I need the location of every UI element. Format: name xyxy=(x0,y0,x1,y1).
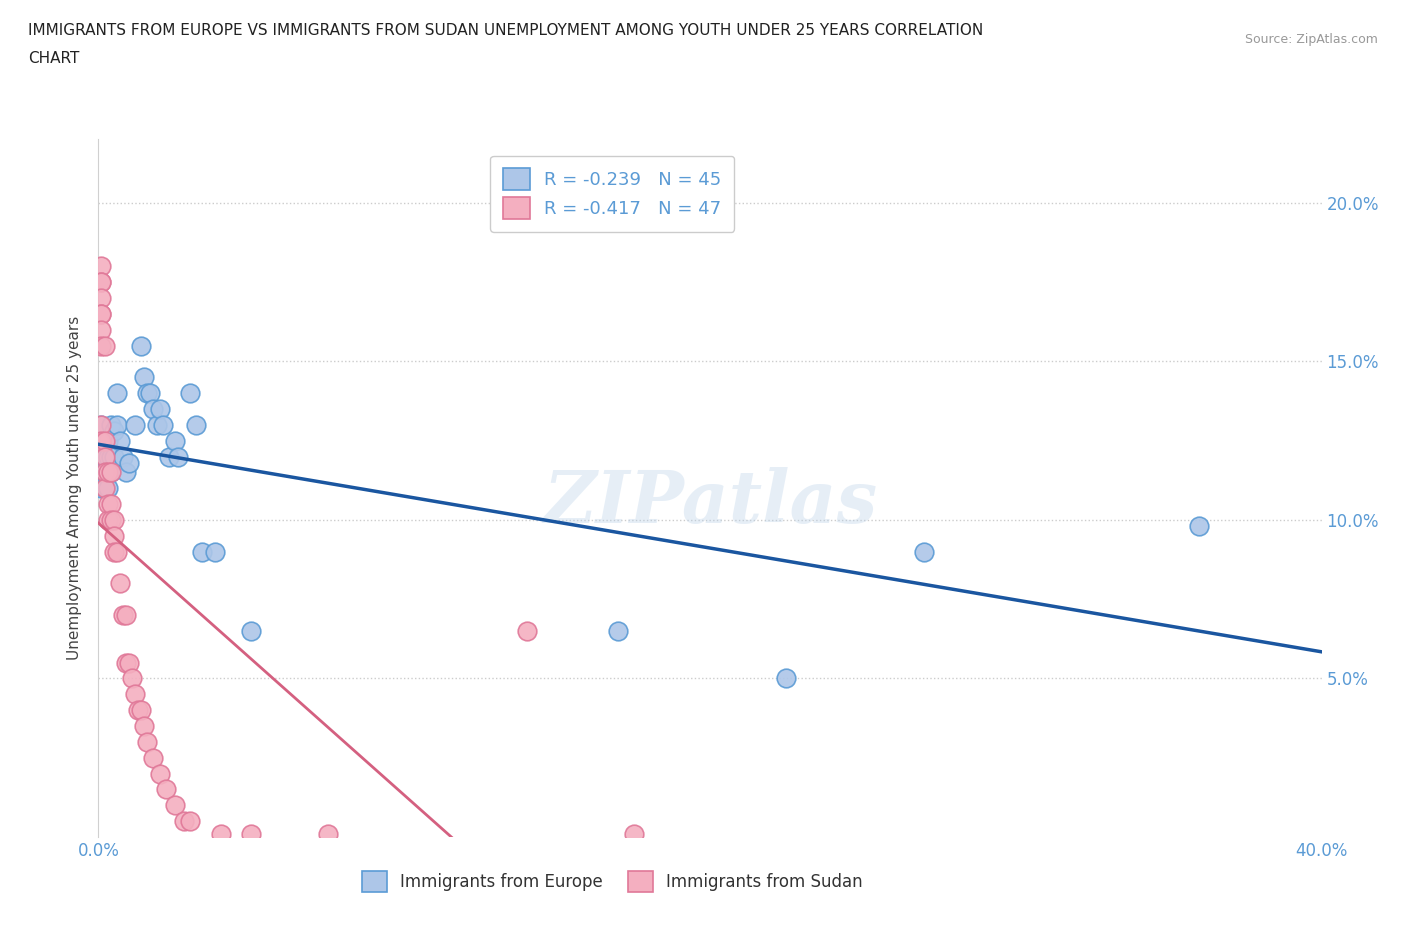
Point xyxy=(136,735,159,750)
Point xyxy=(129,339,152,353)
Point xyxy=(90,274,112,289)
Point xyxy=(97,433,120,448)
Point xyxy=(105,418,128,432)
Point xyxy=(179,386,201,401)
Point xyxy=(93,481,115,496)
Point xyxy=(124,687,146,702)
Point xyxy=(100,497,122,512)
Point xyxy=(124,418,146,432)
Text: Source: ZipAtlas.com: Source: ZipAtlas.com xyxy=(1244,33,1378,46)
Point xyxy=(118,456,141,471)
Point xyxy=(93,449,115,464)
Point xyxy=(316,827,339,842)
Point xyxy=(240,623,263,638)
Point xyxy=(97,465,120,480)
Point xyxy=(93,433,115,448)
Text: CHART: CHART xyxy=(28,51,80,66)
Point xyxy=(90,306,112,321)
Point xyxy=(173,814,195,829)
Point xyxy=(134,370,156,385)
Point xyxy=(167,449,190,464)
Point xyxy=(93,465,115,480)
Legend: Immigrants from Europe, Immigrants from Sudan: Immigrants from Europe, Immigrants from … xyxy=(354,865,869,898)
Point xyxy=(93,465,115,480)
Point xyxy=(623,827,645,842)
Point xyxy=(93,449,115,464)
Point xyxy=(90,274,112,289)
Y-axis label: Unemployment Among Youth under 25 years: Unemployment Among Youth under 25 years xyxy=(67,316,83,660)
Point xyxy=(97,497,120,512)
Point xyxy=(115,607,138,622)
Point xyxy=(516,623,538,638)
Point xyxy=(155,782,177,797)
Point xyxy=(240,827,263,842)
Point xyxy=(90,449,112,464)
Point xyxy=(90,418,112,432)
Point xyxy=(115,465,138,480)
Point xyxy=(134,719,156,734)
Point xyxy=(139,386,162,401)
Point xyxy=(93,433,115,448)
Point xyxy=(90,306,112,321)
Point xyxy=(127,703,149,718)
Point xyxy=(108,433,131,448)
Point xyxy=(93,481,115,496)
Point xyxy=(191,544,214,559)
Text: IMMIGRANTS FROM EUROPE VS IMMIGRANTS FROM SUDAN UNEMPLOYMENT AMONG YOUTH UNDER 2: IMMIGRANTS FROM EUROPE VS IMMIGRANTS FRO… xyxy=(28,23,983,38)
Point xyxy=(100,465,122,480)
Point xyxy=(912,544,935,559)
Point xyxy=(90,323,112,338)
Point xyxy=(103,512,125,527)
Point xyxy=(100,449,122,464)
Point xyxy=(90,481,112,496)
Point xyxy=(97,449,120,464)
Point xyxy=(100,418,122,432)
Point xyxy=(121,671,143,686)
Point xyxy=(103,528,125,543)
Point xyxy=(209,827,232,842)
Point xyxy=(115,655,138,670)
Point xyxy=(100,465,122,480)
Point xyxy=(108,576,131,591)
Point xyxy=(204,544,226,559)
Point xyxy=(163,433,186,448)
Point xyxy=(90,418,112,432)
Point xyxy=(152,418,174,432)
Point xyxy=(105,386,128,401)
Point xyxy=(90,433,112,448)
Point xyxy=(142,751,165,765)
Point xyxy=(97,512,120,527)
Point xyxy=(157,449,180,464)
Point xyxy=(100,512,122,527)
Point xyxy=(118,655,141,670)
Point xyxy=(93,339,115,353)
Point xyxy=(163,798,186,813)
Point xyxy=(179,814,201,829)
Point xyxy=(103,449,125,464)
Point xyxy=(142,402,165,417)
Point xyxy=(607,623,630,638)
Point xyxy=(103,424,125,439)
Point xyxy=(136,386,159,401)
Point xyxy=(111,449,134,464)
Point xyxy=(129,703,152,718)
Point xyxy=(90,290,112,305)
Point xyxy=(111,607,134,622)
Point xyxy=(103,544,125,559)
Point xyxy=(90,339,112,353)
Point xyxy=(775,671,797,686)
Point xyxy=(90,259,112,273)
Point xyxy=(90,465,112,480)
Point xyxy=(149,402,172,417)
Point xyxy=(145,418,167,432)
Point xyxy=(186,418,208,432)
Point xyxy=(90,433,112,448)
Point xyxy=(97,481,120,496)
Text: ZIPatlas: ZIPatlas xyxy=(543,467,877,538)
Point xyxy=(97,465,120,480)
Point xyxy=(105,544,128,559)
Point xyxy=(149,766,172,781)
Point xyxy=(1188,519,1211,534)
